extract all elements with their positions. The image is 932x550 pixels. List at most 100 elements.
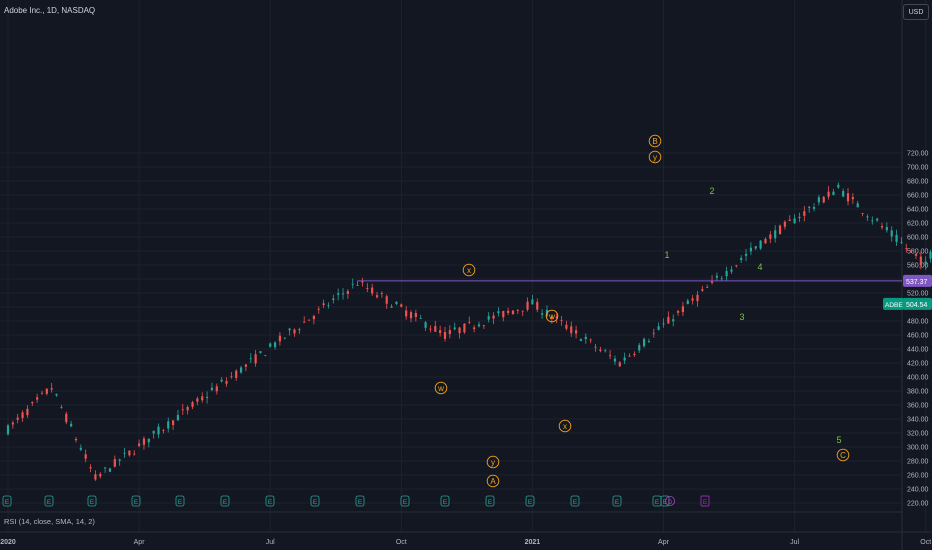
price-tick-label: 620.00 [907, 221, 929, 228]
time-tick-label: Jul [790, 539, 799, 546]
candle-body [570, 326, 573, 334]
candle-body [618, 362, 621, 367]
candle-body [905, 248, 908, 249]
candle-body [861, 213, 864, 214]
future-earnings-label: E [703, 499, 708, 506]
candle-body [89, 467, 92, 469]
candle-body [239, 367, 243, 373]
price-tick-label: 600.00 [907, 235, 929, 242]
candle-body [312, 316, 315, 320]
candle-body [497, 311, 500, 314]
candle-body [171, 420, 175, 426]
candle-body [613, 358, 617, 362]
candle-body [487, 316, 490, 320]
candle-body [220, 379, 223, 382]
candle-body [623, 357, 626, 361]
dividend-marker-label: D [668, 500, 673, 506]
time-tick-label: Apr [658, 539, 670, 546]
candle-body [244, 364, 248, 367]
earnings-marker [87, 495, 97, 507]
earnings-marker-label: E [528, 499, 533, 506]
earnings-marker-label: E [313, 499, 318, 506]
wave-label-green: 5 [836, 435, 841, 445]
candle-body [890, 230, 893, 237]
candle-body [424, 322, 427, 328]
candle-body [288, 328, 291, 331]
candle-body [26, 408, 29, 416]
wave-label-circle [545, 309, 559, 323]
price-tick-label: 640.00 [907, 207, 929, 214]
wave-label-orange: x [467, 266, 471, 275]
earnings-marker [175, 495, 185, 507]
wave-label-orange: x [563, 422, 567, 431]
earnings-marker [525, 495, 535, 507]
candle-body [176, 414, 180, 421]
candle-body [536, 301, 539, 310]
candle-body [842, 190, 845, 197]
candle-body [555, 316, 558, 319]
resistance-price-tag [903, 274, 932, 287]
candle-body [740, 257, 743, 260]
earnings-marker-label: E [488, 499, 493, 506]
candle-body [31, 402, 34, 404]
candle-body [346, 291, 349, 294]
candle-body [196, 398, 199, 402]
earnings-marker-label: E [268, 499, 273, 506]
wave-label-orange: w [437, 384, 444, 393]
candle-body [589, 339, 592, 341]
candle-body [924, 261, 927, 265]
candle-body [783, 221, 786, 227]
candle-body [715, 275, 719, 278]
candle-body [273, 342, 277, 348]
candle-body [45, 388, 48, 394]
candle-body [434, 326, 437, 332]
candle-body [492, 315, 495, 319]
wave-label-green: 1 [664, 250, 669, 260]
candle-body [550, 317, 553, 319]
candle-body [541, 313, 544, 315]
candle-body [356, 285, 359, 286]
candle-body [269, 343, 272, 347]
wave-label-orange: y [491, 458, 495, 467]
candle-body [477, 324, 481, 327]
candle-body [793, 218, 796, 224]
candle-body [856, 203, 859, 208]
earnings-marker [660, 495, 670, 507]
wave-label-circle [648, 150, 662, 164]
rsi-indicator-label: RSI (14, close, SMA, 14, 2) [4, 517, 95, 526]
currency-button[interactable]: USD [903, 4, 929, 20]
candle-body [565, 324, 568, 329]
candle-body [482, 325, 485, 327]
price-tick-label: 300.00 [907, 445, 929, 452]
candle-body [827, 191, 830, 197]
candle-body [167, 421, 170, 429]
candle-body [21, 412, 24, 419]
current-price-tag [903, 297, 932, 310]
candle-body [725, 271, 728, 277]
candle-body [133, 453, 136, 455]
candle-body [371, 287, 374, 294]
candle-body [507, 310, 510, 313]
candle-body [774, 230, 777, 239]
candle-body [113, 459, 116, 467]
candle-body [681, 306, 685, 313]
earnings-marker [2, 495, 12, 507]
candle-body [380, 293, 383, 294]
future-earnings-marker [700, 495, 710, 507]
candle-body [691, 298, 694, 301]
earnings-marker [400, 495, 410, 507]
candle-body [696, 294, 699, 302]
candle-body [337, 293, 340, 295]
candle-body [303, 321, 306, 323]
candle-body [575, 330, 578, 334]
time-tick-label: Oct [920, 539, 931, 546]
price-tick-label: 480.00 [907, 319, 929, 326]
candle-body [278, 335, 282, 342]
candle-body [599, 349, 602, 351]
price-tick-label: 380.00 [907, 389, 929, 396]
candle-body [162, 429, 165, 431]
candle-body [657, 326, 660, 330]
candle-body [817, 197, 820, 203]
